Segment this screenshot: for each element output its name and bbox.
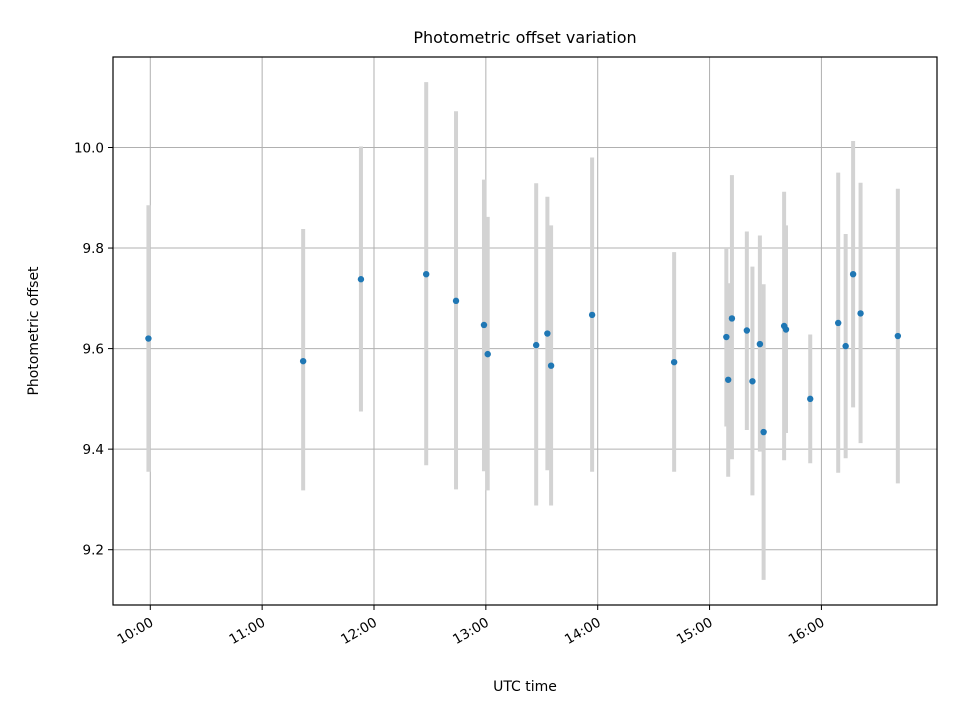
plot-frame (112, 56, 938, 606)
y-tick-label: 10.0 (74, 140, 104, 156)
data-point (725, 376, 732, 383)
y-tick-label: 9.4 (83, 442, 104, 458)
data-point (782, 326, 790, 333)
y-axis-ticks: 9.2 9.4 9.6 9.8 10.0 (74, 140, 113, 559)
data-point (357, 276, 365, 283)
data-point (299, 357, 307, 365)
data-point (484, 350, 491, 358)
y-tick-label: 9.2 (83, 543, 104, 559)
grid-lines (113, 57, 937, 605)
data-point (857, 310, 864, 317)
y-tick-label: 9.8 (83, 241, 104, 257)
data-point (422, 270, 430, 278)
data-point (588, 311, 596, 319)
data-point (728, 315, 736, 322)
data-point (480, 321, 488, 329)
y-axis-label: Photometric offset (26, 266, 42, 396)
data-point (743, 327, 751, 334)
data-point (842, 342, 849, 350)
data-point (807, 395, 814, 403)
y-tick-label: 9.6 (83, 342, 104, 358)
data-point (723, 333, 730, 341)
data-points (145, 270, 902, 436)
data-point (670, 358, 678, 366)
x-axis-label: UTC time (493, 679, 557, 695)
data-point (756, 340, 764, 348)
chart-title: Photometric offset variation (413, 28, 636, 47)
data-point (145, 335, 152, 342)
data-point (749, 378, 756, 385)
data-point (849, 270, 857, 278)
data-point (834, 319, 842, 327)
data-point (547, 362, 555, 369)
data-point (532, 341, 540, 349)
data-point (760, 428, 767, 436)
data-point (894, 332, 902, 340)
data-point (452, 297, 460, 305)
data-point (544, 330, 551, 337)
